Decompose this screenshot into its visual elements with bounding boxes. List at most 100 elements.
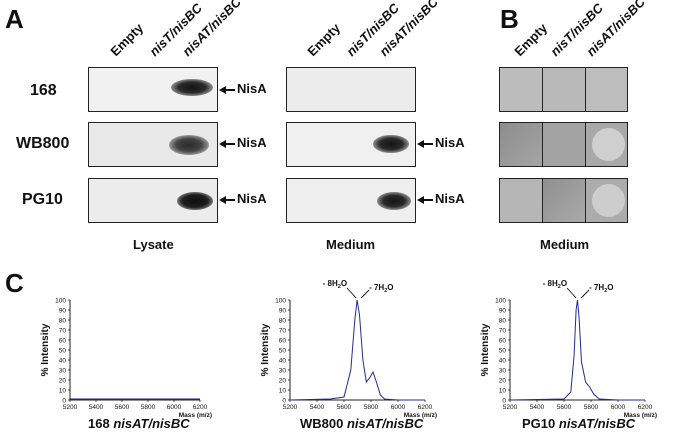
y-tick-label: 70 bbox=[499, 328, 507, 335]
ms-caption-wb800: WB800 nisAT/nisBC bbox=[300, 416, 424, 431]
caption-medium-a: Medium bbox=[326, 237, 376, 252]
y-axis-label: % Intensity bbox=[40, 323, 51, 376]
y-tick-label: 50 bbox=[279, 348, 287, 355]
annotation-8h2o: - 8H2O bbox=[543, 280, 567, 290]
y-tick-label: 10 bbox=[279, 388, 287, 395]
y-tick-label: 60 bbox=[279, 338, 287, 345]
y-tick-label: 90 bbox=[499, 308, 507, 315]
y-tick-label: 100 bbox=[55, 298, 66, 305]
x-tick-label: 6200 bbox=[193, 404, 208, 411]
x-tick-label: 5200 bbox=[503, 404, 518, 411]
x-tick-label: 5600 bbox=[557, 404, 572, 411]
band-medium-wb800 bbox=[373, 135, 409, 153]
row-label-168: 168 bbox=[30, 82, 57, 99]
col-label-empty-lysate: Empty bbox=[107, 20, 147, 60]
y-tick-label: 100 bbox=[495, 298, 506, 305]
x-tick-label: 5400 bbox=[530, 404, 545, 411]
spectrum-line bbox=[509, 299, 645, 401]
x-axis-label: Mass (m/z) bbox=[404, 412, 437, 419]
spectrum-line bbox=[289, 299, 425, 401]
y-tick-label: 80 bbox=[59, 318, 67, 325]
ms-caption-168: 168 nisAT/nisBC bbox=[88, 416, 190, 431]
arrow-lysate-wb800-icon bbox=[219, 140, 226, 148]
y-tick-label: 60 bbox=[499, 338, 507, 345]
ms-caption-pg10: PG10 nisAT/nisBC bbox=[522, 416, 636, 431]
caption-lysate: Lysate bbox=[133, 237, 174, 252]
annotation-7h2o: - 7H2O bbox=[369, 283, 393, 294]
y-tick-label: 40 bbox=[499, 358, 507, 365]
inhibition-halo-pg10 bbox=[592, 184, 625, 217]
nisa-label-medium-pg10: NisA bbox=[435, 191, 465, 206]
x-tick-label: 5800 bbox=[141, 404, 156, 411]
inhibition-halo-wb800 bbox=[592, 128, 625, 161]
y-tick-label: 0 bbox=[502, 398, 506, 405]
y-tick-label: 80 bbox=[499, 318, 507, 325]
y-tick-label: 70 bbox=[279, 328, 287, 335]
blot-medium-168 bbox=[286, 67, 416, 112]
arrow-medium-pg10-icon bbox=[417, 196, 424, 204]
y-tick-label: 30 bbox=[59, 368, 67, 375]
panel-letter-a: A bbox=[5, 4, 24, 34]
x-tick-label: 6200 bbox=[638, 404, 653, 411]
x-tick-label: 6000 bbox=[167, 404, 182, 411]
y-tick-label: 80 bbox=[279, 318, 287, 325]
plate-wb800 bbox=[499, 122, 628, 167]
y-tick-label: 50 bbox=[499, 348, 507, 355]
y-tick-label: 10 bbox=[59, 388, 67, 395]
blot-lysate-wb800 bbox=[88, 122, 218, 167]
blot-medium-pg10 bbox=[286, 178, 416, 223]
x-axis-label: Mass (m/z) bbox=[624, 412, 657, 419]
plate-pg10 bbox=[499, 178, 628, 223]
nisa-label-lysate-168: NisA bbox=[237, 81, 267, 96]
y-tick-label: 10 bbox=[499, 388, 507, 395]
x-tick-label: 5600 bbox=[115, 404, 130, 411]
annotation-arrow-8h2o bbox=[566, 287, 577, 299]
y-tick-label: 20 bbox=[499, 378, 507, 385]
y-tick-label: 50 bbox=[59, 348, 67, 355]
x-tick-label: 6200 bbox=[418, 404, 433, 411]
y-tick-label: 60 bbox=[59, 338, 67, 345]
arrow-lysate-pg10-icon bbox=[219, 196, 226, 204]
x-tick-label: 5400 bbox=[310, 404, 325, 411]
y-tick-label: 30 bbox=[499, 368, 507, 375]
y-tick-label: 90 bbox=[59, 308, 67, 315]
x-tick-label: 5800 bbox=[364, 404, 379, 411]
y-axis-label: % Intensity bbox=[480, 323, 491, 376]
y-tick-label: 20 bbox=[59, 378, 67, 385]
x-tick-label: 5400 bbox=[89, 404, 104, 411]
blot-lysate-pg10 bbox=[88, 178, 218, 223]
y-tick-label: 100 bbox=[275, 298, 286, 305]
annotation-8h2o: - 8H2O bbox=[323, 280, 347, 290]
y-tick-label: 0 bbox=[282, 398, 286, 405]
y-tick-label: 20 bbox=[279, 378, 287, 385]
x-tick-label: 5200 bbox=[63, 404, 78, 411]
y-tick-label: 30 bbox=[279, 368, 287, 375]
x-tick-label: 5600 bbox=[337, 404, 352, 411]
annotation-7h2o: - 7H2O bbox=[589, 283, 613, 294]
nisa-label-lysate-pg10: NisA bbox=[237, 191, 267, 206]
y-tick-label: 40 bbox=[59, 358, 67, 365]
x-axis-label: Mass (m/z) bbox=[179, 412, 212, 419]
y-tick-label: 40 bbox=[279, 358, 287, 365]
band-lysate-pg10 bbox=[177, 192, 213, 210]
x-tick-label: 6000 bbox=[611, 404, 626, 411]
band-medium-pg10 bbox=[377, 192, 411, 210]
panel-letter-b: B bbox=[500, 4, 519, 34]
row-label-wb800: WB800 bbox=[16, 135, 70, 152]
row-label-pg10: PG10 bbox=[22, 191, 63, 208]
x-tick-label: 5800 bbox=[584, 404, 599, 411]
y-tick-label: 0 bbox=[62, 398, 66, 405]
annotation-arrow-7h2o bbox=[580, 289, 590, 299]
nisa-label-lysate-wb800: NisA bbox=[237, 135, 267, 150]
arrow-lysate-168-icon bbox=[219, 86, 226, 94]
blot-medium-wb800 bbox=[286, 122, 416, 167]
annotation-arrow-8h2o bbox=[346, 287, 357, 299]
plate-168 bbox=[499, 67, 628, 112]
y-axis-label: % Intensity bbox=[260, 323, 271, 376]
col-label-empty-medium: Empty bbox=[304, 20, 344, 60]
blot-lysate-168 bbox=[88, 67, 218, 112]
band-lysate-168 bbox=[171, 79, 213, 96]
annotation-arrow-7h2o bbox=[360, 289, 370, 299]
y-tick-label: 90 bbox=[279, 308, 287, 315]
